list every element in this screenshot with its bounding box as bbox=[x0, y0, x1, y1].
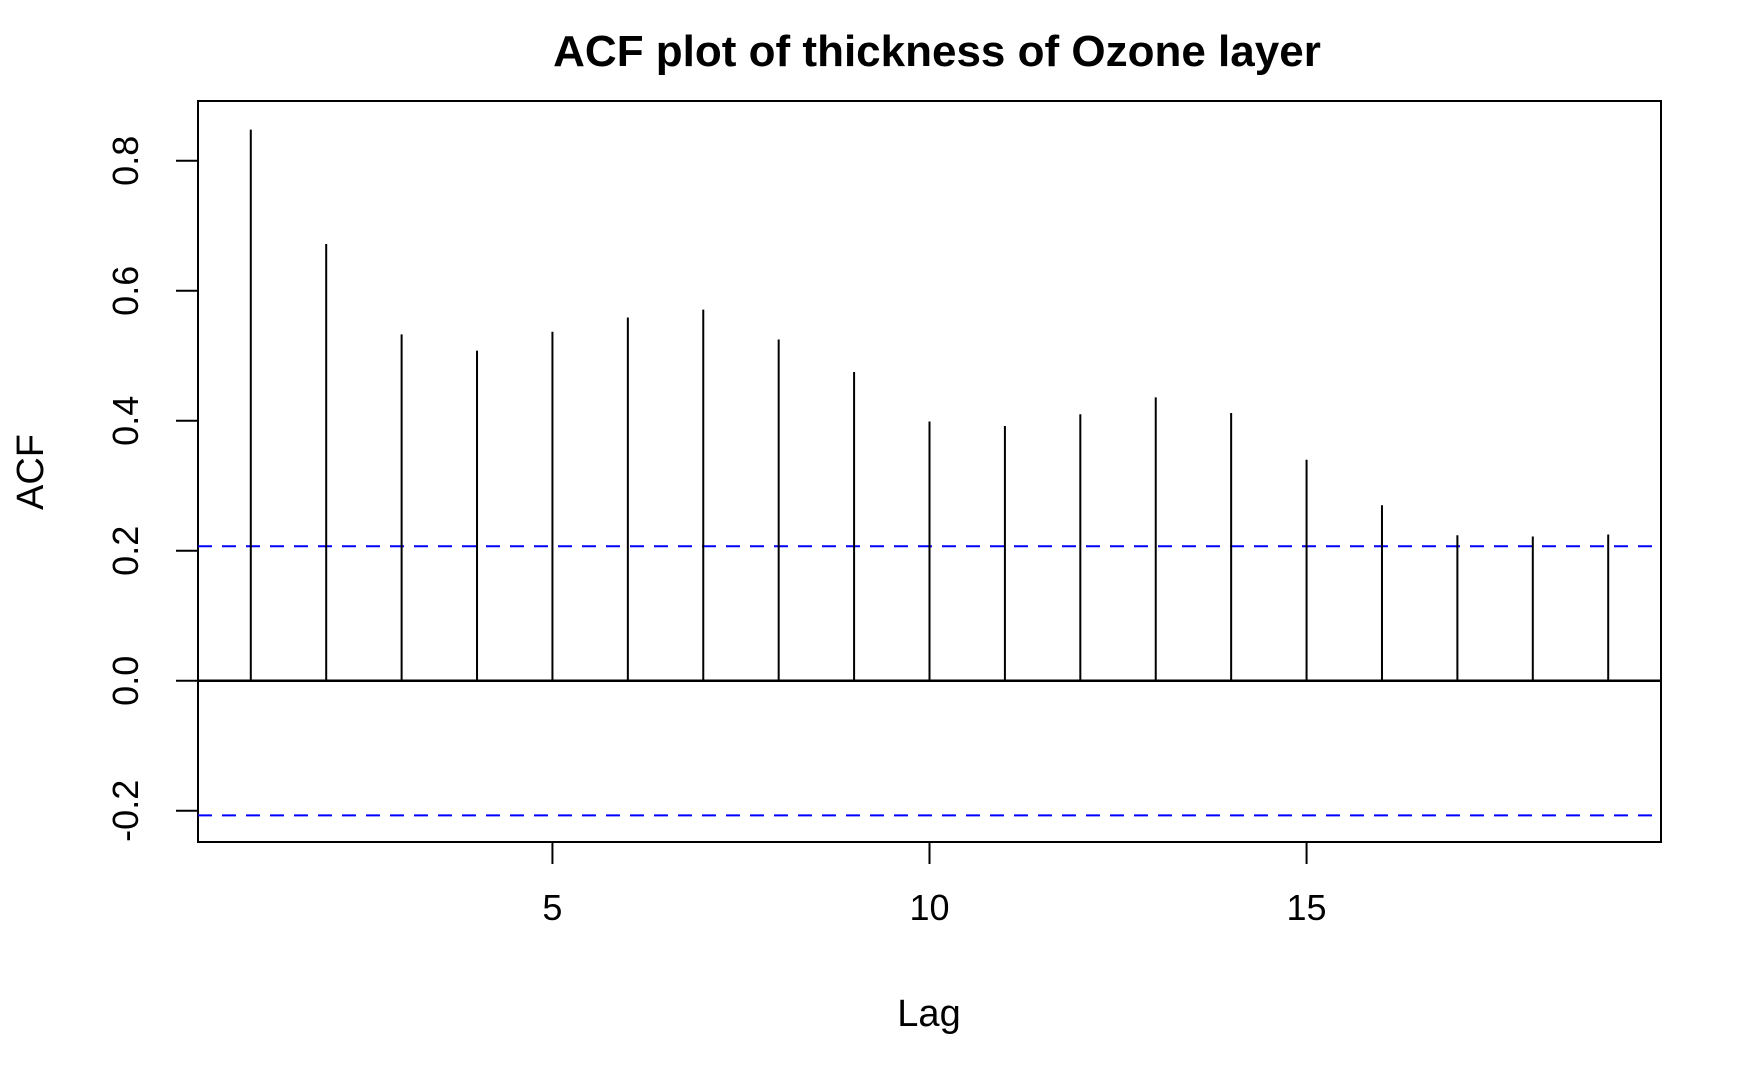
y-tick-label-0: -0.2 bbox=[105, 780, 146, 842]
y-tick-label-4: 0.6 bbox=[105, 266, 146, 316]
x-tick-label-15: 15 bbox=[1287, 887, 1327, 928]
x-tick-label-5: 5 bbox=[542, 887, 562, 928]
y-tick-label-1: 0.0 bbox=[105, 656, 146, 706]
x-tick-label-10: 10 bbox=[909, 887, 949, 928]
y-tick-label-3: 0.4 bbox=[105, 396, 146, 446]
y-tick-label-5: 0.8 bbox=[105, 136, 146, 186]
x-axis-label: Lag bbox=[897, 993, 960, 1035]
y-axis: -0.2 0.0 0.2 0.4 0.6 0.8 bbox=[105, 136, 198, 842]
y-axis-label: ACF bbox=[10, 434, 52, 510]
acf-spikes bbox=[249, 129, 1610, 681]
chart-title: ACF plot of thickness of Ozone layer bbox=[553, 27, 1321, 76]
y-tick-label-2: 0.2 bbox=[105, 526, 146, 576]
x-axis: 5 10 15 bbox=[542, 842, 1327, 928]
